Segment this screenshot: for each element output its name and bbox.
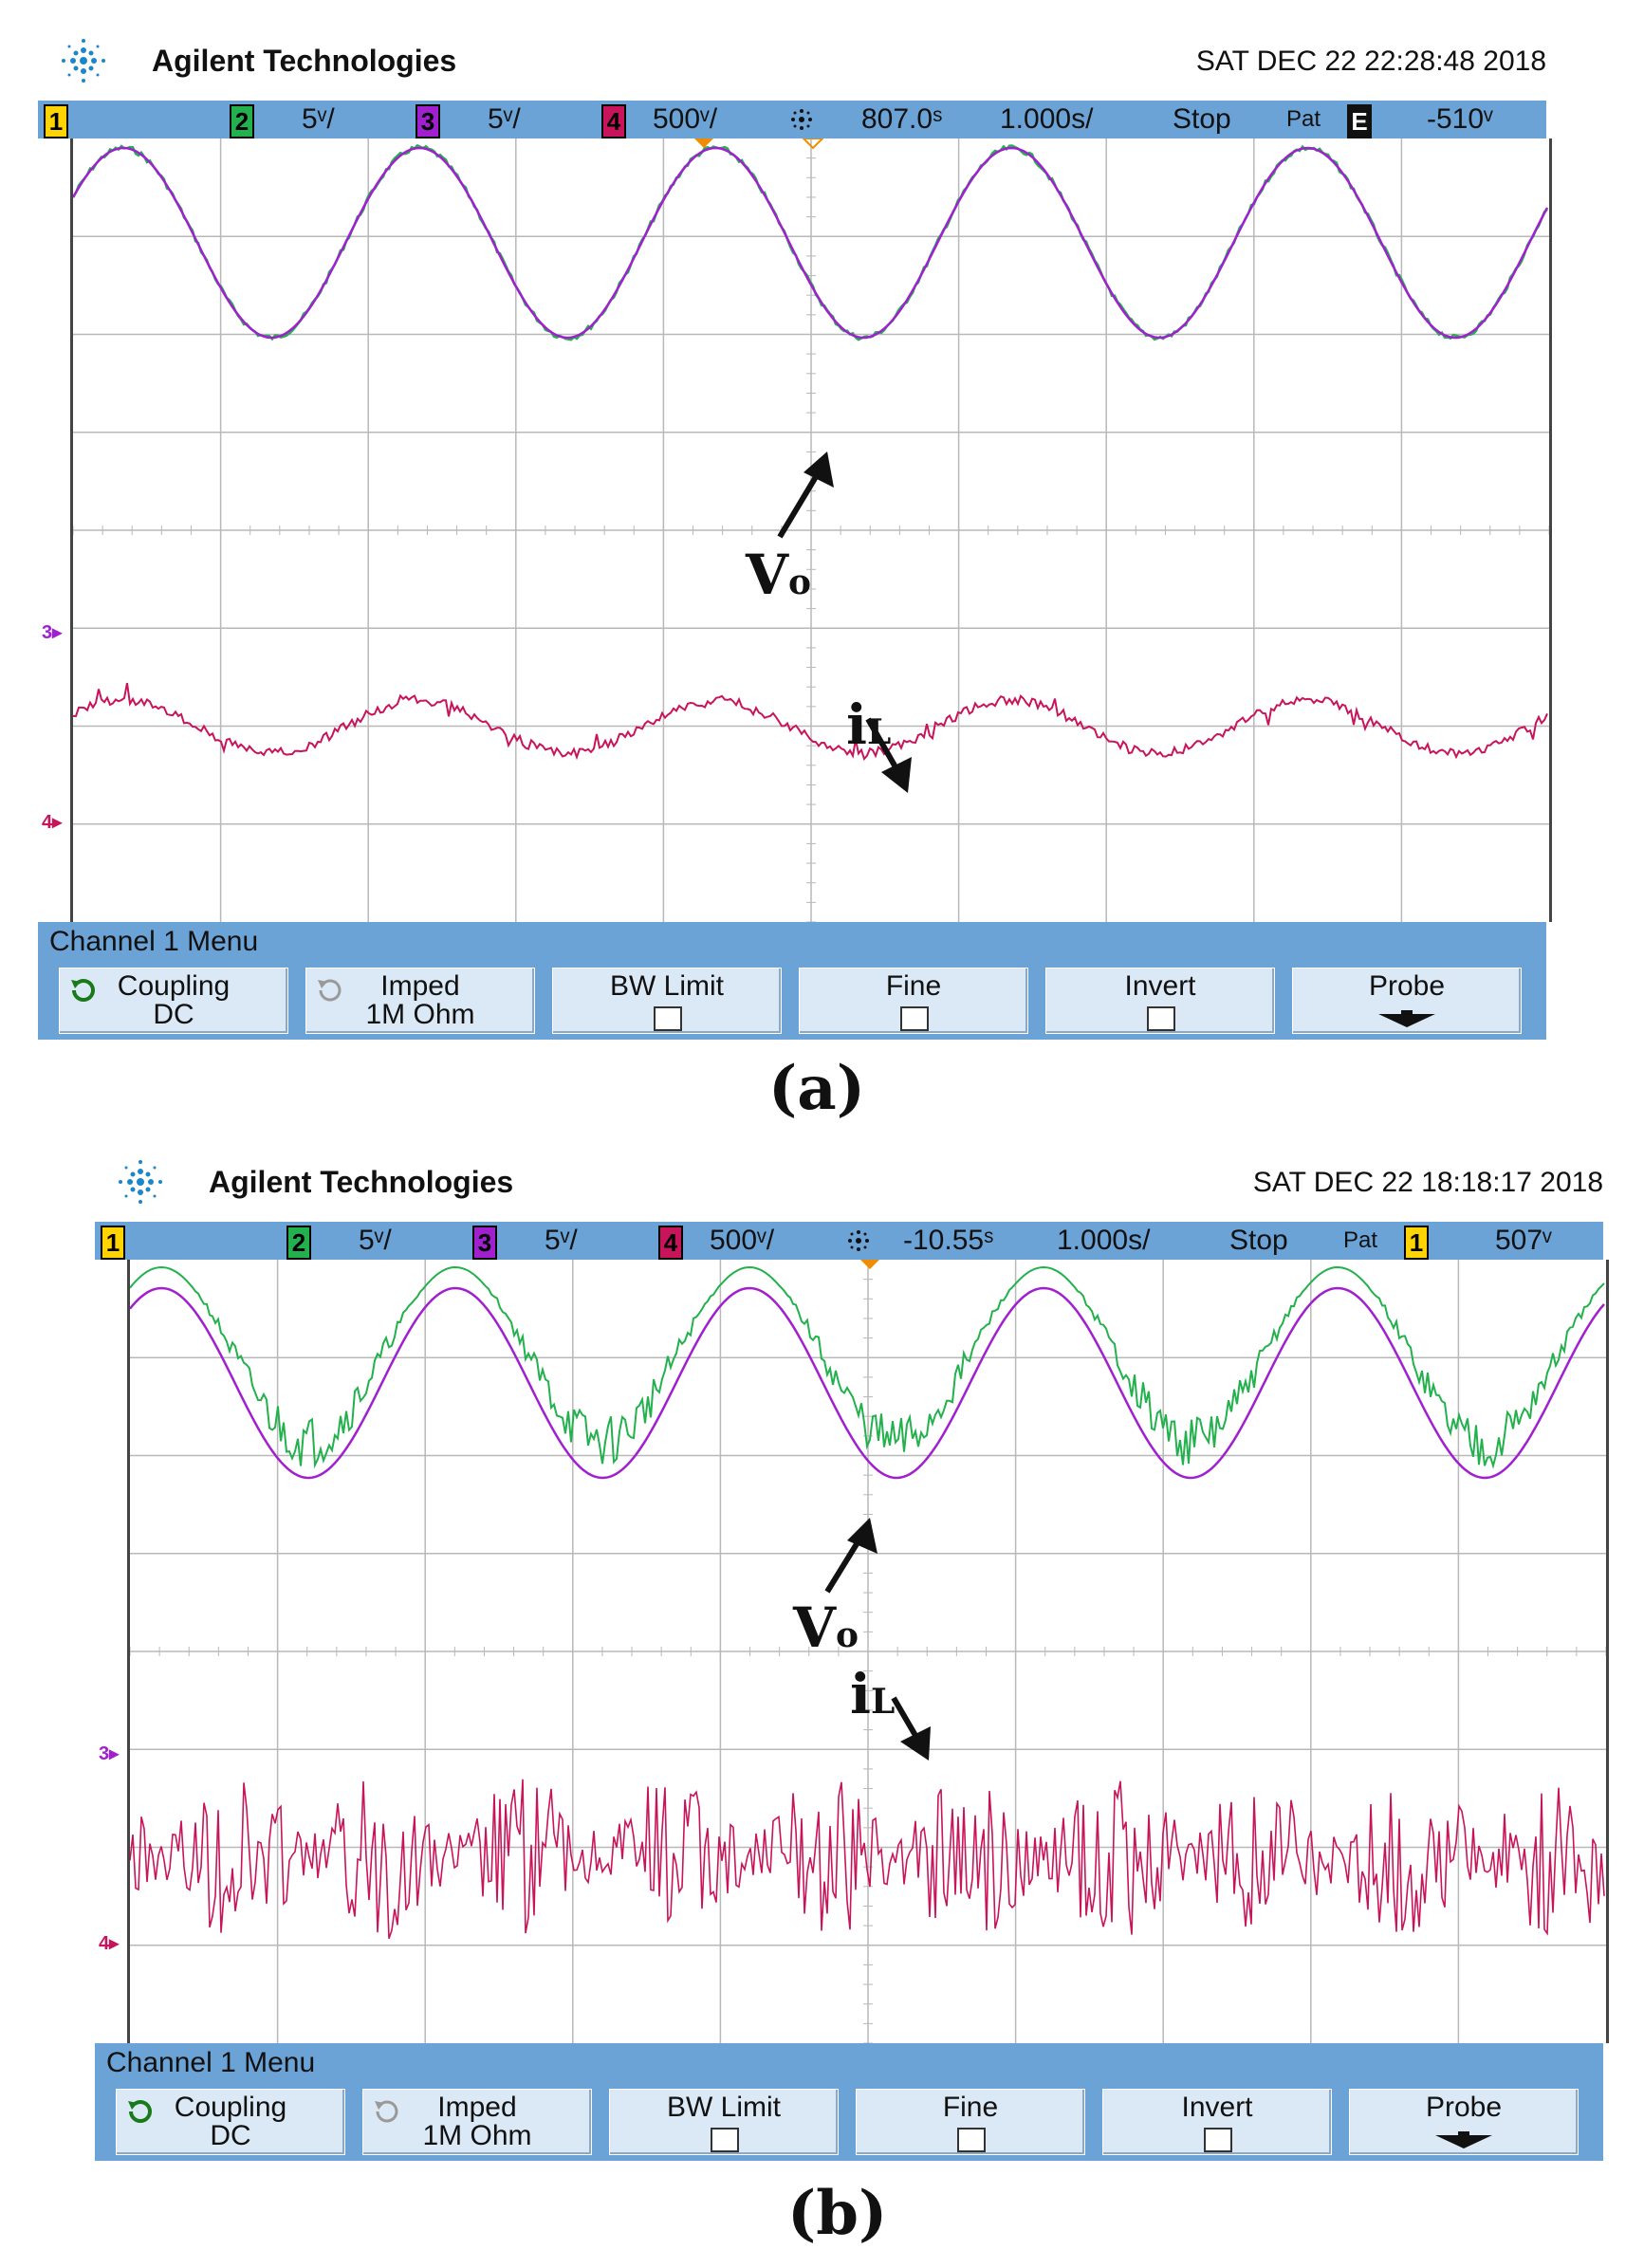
brand-header: Agilent Technologies SAT DEC 22 18:18:17… xyxy=(95,1150,1613,1216)
datetime: SAT DEC 22 22:28:48 2018 xyxy=(1195,46,1546,77)
trigger-source-badge: 1 xyxy=(1404,1226,1429,1260)
fine-checkbox[interactable] xyxy=(957,2128,986,2152)
il-label: iL xyxy=(850,1662,896,1726)
coupling-softkey[interactable]: Coupling DC xyxy=(59,968,288,1034)
caption-a: (a) xyxy=(768,1053,866,1124)
caption-b: (b) xyxy=(787,2178,888,2249)
agilent-logo-icon xyxy=(62,39,105,83)
horizontal-delay: 807.0ˢ xyxy=(861,103,943,135)
trigger-source-badge: E xyxy=(1347,104,1372,138)
coupling-softkey[interactable]: Coupling DC xyxy=(116,2089,345,2155)
channel-2-badge[interactable]: 2 xyxy=(286,1226,311,1260)
trigger-mode: Pat xyxy=(1343,1227,1378,1253)
channel-1-badge[interactable]: 1 xyxy=(44,104,68,138)
vo-arrow-head xyxy=(804,452,834,488)
fine-softkey[interactable]: Fine xyxy=(856,2089,1085,2155)
brand-header: Agilent Technologies SAT DEC 22 22:28:48… xyxy=(38,28,1556,95)
channel-3-ground-marker: 3▸ xyxy=(99,1743,120,1764)
coupling-cycle-icon xyxy=(128,2100,152,2123)
run-state: Stop xyxy=(1173,103,1231,135)
channel-3-trace xyxy=(73,146,1549,340)
bw-limit-softkey[interactable]: BW Limit xyxy=(552,968,782,1034)
trigger-level: 507ᵛ xyxy=(1495,1225,1552,1256)
channel-4-scale: 500ᵛ/ xyxy=(653,103,718,135)
trigger-position-marker xyxy=(694,138,713,148)
trigger-level: -510ᵛ xyxy=(1427,103,1493,135)
channel-4-scale: 500ᵛ/ xyxy=(710,1225,775,1256)
il-arrow xyxy=(865,717,901,774)
channel-4-ground-marker: 4▸ xyxy=(42,812,63,833)
channel-2-trace xyxy=(130,1265,1605,1469)
waveform-screen[interactable] xyxy=(70,138,1552,922)
il-arrow xyxy=(891,1696,920,1741)
brand-name: Agilent Technologies xyxy=(209,1165,514,1199)
status-bar: 1 2 5ᵛ/ 3 5ᵛ/ 4 500ᵛ/ 807.0ˢ 1.000s/ Sto… xyxy=(38,101,1546,138)
channel-2-scale: 5ᵛ/ xyxy=(359,1225,392,1256)
waveform-plot xyxy=(130,1260,1606,2043)
channel-4-badge[interactable]: 4 xyxy=(658,1226,683,1260)
channel-4-badge[interactable]: 4 xyxy=(601,104,626,138)
bw-limit-checkbox[interactable] xyxy=(654,1006,682,1031)
il-arrow-head xyxy=(900,1726,931,1761)
invert-checkbox[interactable] xyxy=(1147,1006,1175,1031)
menu-title: Channel 1 Menu xyxy=(106,2047,316,2078)
imped-cycle-icon xyxy=(318,979,342,1002)
run-state: Stop xyxy=(1229,1225,1288,1256)
channel-1-badge[interactable]: 1 xyxy=(101,1226,125,1260)
horizontal-delay: -10.55ˢ xyxy=(903,1225,994,1256)
probe-down-arrow-icon xyxy=(1378,1010,1435,1027)
channel-3-scale: 5ᵛ/ xyxy=(545,1225,578,1256)
il-label: iL xyxy=(846,692,892,757)
probe-softkey[interactable]: Probe xyxy=(1292,968,1522,1034)
channel-4-trace xyxy=(130,1779,1605,1939)
softkey-menu: Channel 1 Menu Coupling DC Imped 1M Ohm … xyxy=(38,922,1546,1040)
channel-3-trace xyxy=(130,1286,1605,1480)
il-arrow-head xyxy=(881,757,912,793)
vo-label: Vo xyxy=(793,1595,859,1660)
trigger-spark-icon xyxy=(848,1230,869,1251)
timebase: 1.000s/ xyxy=(1000,103,1094,135)
trigger-mode: Pat xyxy=(1286,106,1321,132)
timebase: 1.000s/ xyxy=(1057,1225,1151,1256)
softkey-menu: Channel 1 Menu Coupling DC Imped 1M Ohm … xyxy=(95,2043,1603,2161)
bw-limit-softkey[interactable]: BW Limit xyxy=(609,2089,839,2155)
channel-4-ground-marker: 4▸ xyxy=(99,1933,120,1954)
channel-3-badge[interactable]: 3 xyxy=(472,1226,497,1260)
probe-down-arrow-icon xyxy=(1435,2131,1492,2148)
waveform-plot xyxy=(73,138,1549,922)
invert-checkbox[interactable] xyxy=(1204,2128,1232,2152)
status-bar: 1 2 5ᵛ/ 3 5ᵛ/ 4 500ᵛ/ -10.55ˢ 1.000s/ St… xyxy=(95,1222,1603,1260)
imped-cycle-icon xyxy=(375,2100,398,2123)
channel-2-badge[interactable]: 2 xyxy=(230,104,254,138)
fine-checkbox[interactable] xyxy=(900,1006,929,1031)
probe-softkey[interactable]: Probe xyxy=(1349,2089,1579,2155)
menu-title: Channel 1 Menu xyxy=(49,926,259,957)
invert-softkey[interactable]: Invert xyxy=(1045,968,1275,1034)
imped-softkey[interactable]: Imped 1M Ohm xyxy=(362,2089,592,2155)
trigger-spark-icon xyxy=(791,109,812,130)
coupling-cycle-icon xyxy=(71,979,95,1002)
trigger-position-marker xyxy=(860,1260,879,1269)
agilent-logo-icon xyxy=(119,1160,162,1204)
waveform-screen[interactable] xyxy=(127,1260,1609,2043)
fine-softkey[interactable]: Fine xyxy=(799,968,1028,1034)
channel-2-scale: 5ᵛ/ xyxy=(302,103,335,135)
vo-arrow-head xyxy=(847,1518,877,1554)
channel-3-scale: 5ᵛ/ xyxy=(488,103,521,135)
datetime: SAT DEC 22 18:18:17 2018 xyxy=(1252,1167,1603,1198)
bw-limit-checkbox[interactable] xyxy=(711,2128,739,2152)
channel-3-badge[interactable]: 3 xyxy=(416,104,440,138)
delay-marker xyxy=(802,138,824,150)
invert-softkey[interactable]: Invert xyxy=(1102,2089,1332,2155)
channel-4-trace xyxy=(73,682,1548,761)
imped-softkey[interactable]: Imped 1M Ohm xyxy=(305,968,535,1034)
channel-3-ground-marker: 3▸ xyxy=(42,622,63,643)
channel-2-trace xyxy=(73,143,1548,341)
vo-label: Vo xyxy=(746,543,812,607)
brand-name: Agilent Technologies xyxy=(152,44,457,78)
